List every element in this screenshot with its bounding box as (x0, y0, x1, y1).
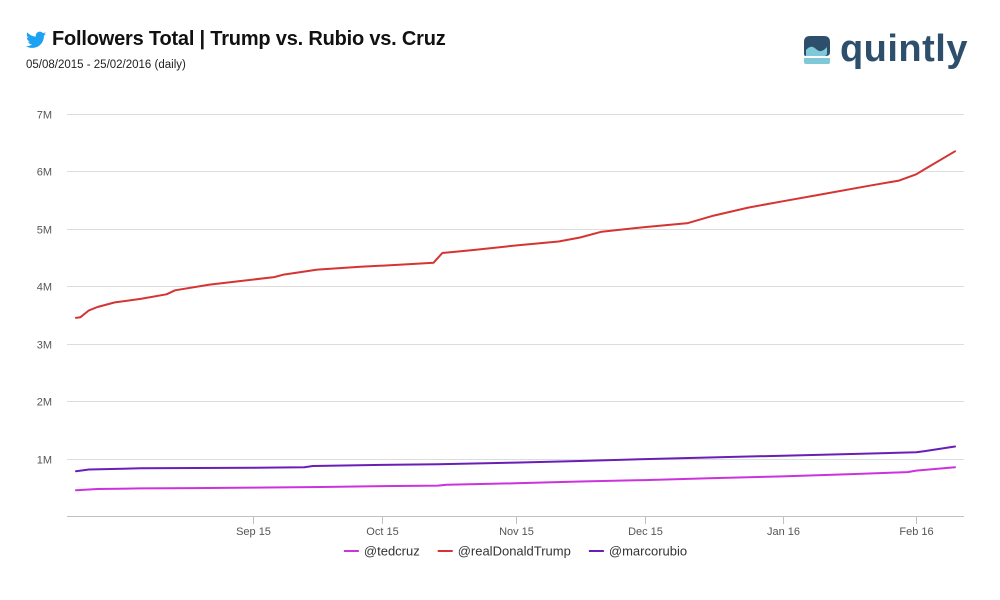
x-tick-label: Feb 16 (899, 526, 933, 538)
axes: 1M 2M 3M 4M 5M 6M 7M Sep 15 Oct 15 Nov 15 Dec 15 Ja… (37, 110, 964, 538)
series-line-marcorubio[interactable] (75, 445, 956, 473)
legend-label: @marcorubio (609, 544, 687, 559)
x-tick-label: Dec 15 (628, 526, 663, 538)
series-line-tedcruz[interactable] (75, 466, 956, 492)
quintly-logo-text: quintly (839, 28, 968, 70)
legend: @tedcruz @realDonaldTrump @marcorubio (343, 544, 687, 559)
x-tick-label: Nov 15 (499, 526, 534, 538)
quintly-logo: quintly (800, 30, 968, 68)
x-tick-label: Sep 15 (236, 526, 271, 538)
legend-item-marcorubio[interactable]: @marcorubio (588, 544, 687, 559)
title-row: Followers Total | Trump vs. Rubio vs. Cr… (26, 28, 446, 51)
twitter-bird-icon (26, 31, 46, 48)
y-tick-label: 6M (37, 167, 52, 179)
series-lines (75, 150, 956, 492)
date-range-subtitle: 05/08/2015 - 25/02/2016 (daily) (26, 59, 186, 71)
legend-item-realdonaldtrump[interactable]: @realDonaldTrump (437, 544, 571, 559)
series-line-realdonaldtrump[interactable] (75, 150, 956, 319)
y-tick-label: 2M (37, 397, 52, 409)
y-tick-label: 7M (37, 110, 52, 122)
legend-label: @realDonaldTrump (458, 544, 571, 559)
y-tick-label: 4M (37, 282, 52, 294)
legend-item-tedcruz[interactable]: @tedcruz (343, 544, 420, 559)
y-tick-label: 1M (37, 455, 52, 467)
grid-lines (67, 114, 964, 460)
page-title: Followers Total | Trump vs. Rubio vs. Cr… (52, 28, 446, 50)
chart-header: Followers Total | Trump vs. Rubio vs. Cr… (26, 28, 446, 71)
x-tick-label: Jan 16 (767, 526, 800, 538)
x-tick-label: Oct 15 (366, 526, 398, 538)
legend-label: @tedcruz (364, 544, 420, 559)
y-tick-label: 5M (37, 225, 52, 237)
y-tick-label: 3M (37, 340, 52, 352)
quintly-logo-icon (803, 36, 830, 64)
